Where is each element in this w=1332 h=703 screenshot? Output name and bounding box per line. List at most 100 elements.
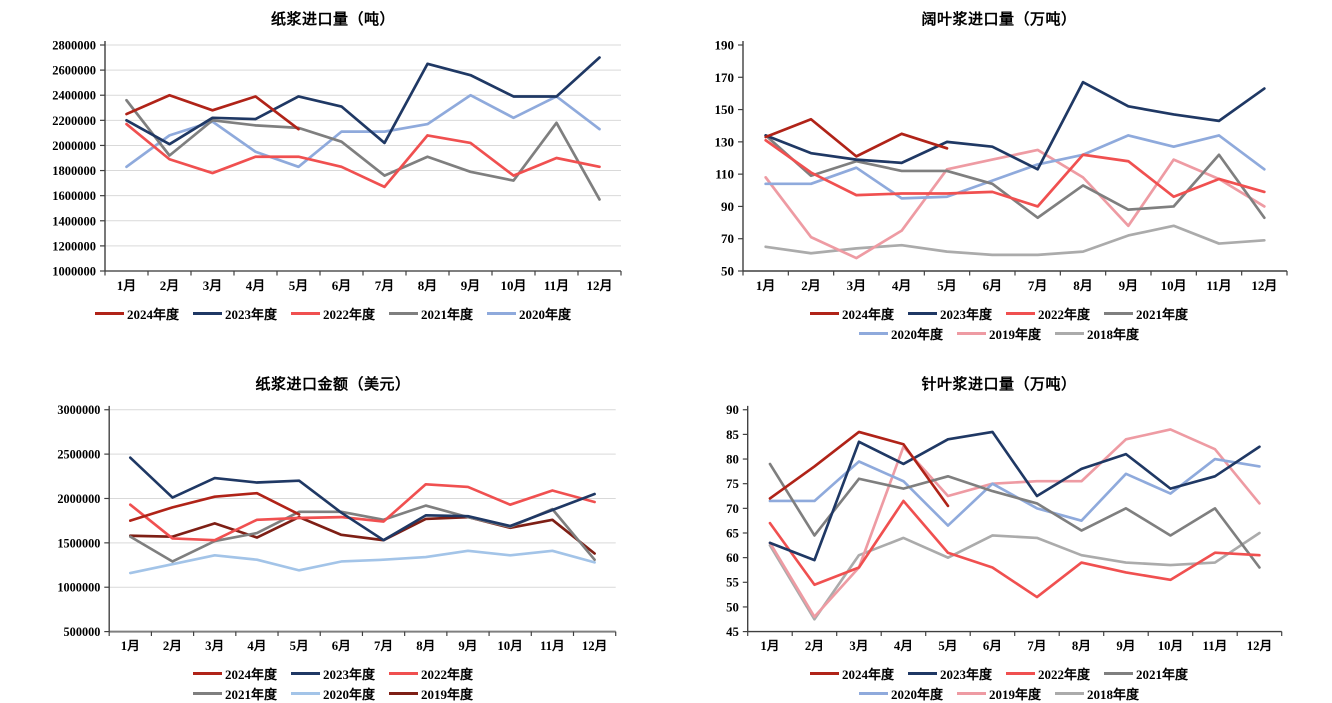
legend-line-swatch — [487, 311, 517, 315]
x-axis-label: 4月 — [894, 639, 913, 653]
legend-item-2023年度: 2023年度 — [290, 664, 375, 683]
x-axis-label: 3月 — [847, 278, 867, 293]
x-axis-label: 1月 — [760, 639, 779, 653]
x-axis-label: 2月 — [801, 278, 821, 293]
series-line-2020年度 — [128, 549, 596, 575]
legend-label: 2024年度 — [126, 306, 179, 322]
x-axis-label: 3月 — [205, 639, 224, 653]
x-axis-label: 2月 — [160, 278, 180, 293]
legend-label: 2019年度 — [988, 686, 1041, 702]
legend-label: 2019年度 — [421, 686, 474, 702]
legend-label: 2018年度 — [1087, 686, 1140, 702]
y-axis-label: 70 — [726, 502, 739, 516]
x-axis-label: 6月 — [332, 639, 351, 653]
y-axis-label: 150 — [715, 102, 735, 117]
series-line-2023年度 — [125, 56, 601, 146]
legend-label: 2021年度 — [224, 686, 277, 702]
legend-line-swatch — [290, 691, 320, 695]
x-axis-label: 10月 — [497, 639, 523, 653]
legend-line-swatch — [290, 671, 320, 675]
legend-item-2023年度: 2023年度 — [192, 304, 277, 323]
y-axis-label: 70 — [721, 231, 734, 246]
legend-label: 2023年度 — [939, 666, 992, 682]
x-axis-label: 9月 — [458, 639, 477, 653]
legend-item-2024年度: 2024年度 — [809, 664, 894, 683]
legend-item-2024年度: 2024年度 — [94, 304, 179, 323]
x-axis-label: 10月 — [1158, 639, 1184, 653]
y-axis-label: 2800000 — [52, 39, 96, 53]
y-axis-label: 65 — [726, 526, 739, 540]
y-axis-label: 190 — [715, 38, 735, 53]
series-line-2018年度 — [768, 531, 1261, 621]
chart-title: 阔叶浆进口量（万吨） — [921, 12, 1077, 28]
legend-label: 2022年度 — [1038, 306, 1091, 322]
legend-line-swatch — [809, 311, 839, 315]
legend-line-swatch — [956, 691, 986, 695]
x-axis-label: 2月 — [805, 639, 824, 653]
legend-line-swatch — [290, 311, 320, 315]
legend-item-2024年度: 2024年度 — [192, 664, 277, 683]
y-axis-label: 55 — [726, 576, 739, 590]
legend-item-2019年度: 2019年度 — [956, 684, 1041, 703]
chart-title: 纸浆进口量（吨） — [270, 12, 395, 28]
y-axis-label: 50 — [726, 600, 739, 614]
legend-label: 2022年度 — [322, 306, 375, 322]
chart-title: 针叶浆进口量（万吨） — [921, 377, 1077, 393]
x-axis-label: 5月 — [937, 278, 957, 293]
x-axis-label: 3月 — [203, 278, 223, 293]
y-axis-label: 1500000 — [57, 536, 100, 550]
legend-item-2020年度: 2020年度 — [290, 684, 375, 703]
x-axis-label: 10月 — [1161, 278, 1187, 293]
x-axis-label: 7月 — [1028, 278, 1048, 293]
line-chart-softwood-pulp-import-volume: 45 50 55 60 65 70 75 80 85 90 1月 2月 3月 4月 5月 6月 7月 8月 9月 10… — [726, 403, 1283, 653]
legend-line-swatch — [956, 331, 986, 335]
series-line-2023年度 — [768, 430, 1261, 562]
x-axis-label: 10月 — [500, 278, 526, 293]
x-axis-label: 3月 — [849, 639, 868, 653]
x-axis-label: 8月 — [1073, 278, 1093, 293]
legend-label: 2024年度 — [224, 666, 277, 682]
legend-line-swatch — [1104, 311, 1134, 315]
y-axis-label: 500000 — [64, 625, 101, 639]
legend-label: 2021年度 — [1136, 306, 1189, 322]
legend-item-2021年度: 2021年度 — [1104, 304, 1188, 323]
y-axis-label: 110 — [715, 167, 734, 182]
x-axis-label: 11月 — [1203, 639, 1228, 653]
series-line-2022年度 — [764, 138, 1266, 208]
x-axis-label: 4月 — [247, 639, 266, 653]
legend-line-swatch — [389, 671, 418, 675]
legend-row: 2021年度 2020年度 2019年度 — [186, 683, 480, 703]
panel-softwood-pulp-import-volume: 针叶浆进口量（万吨） 45 50 55 60 65 70 75 80 85 90 1月 2月 3月 4月 5… — [666, 365, 1332, 703]
series-line-2022年度 — [768, 499, 1261, 599]
x-axis-label: 4月 — [246, 278, 266, 293]
line-chart-pulp-import-value: 500000 1000000 1500000 2000000 2500000 300000… — [57, 403, 617, 653]
x-axis-label: 7月 — [1027, 639, 1046, 653]
series-line-2019年度 — [764, 148, 1266, 260]
chart-legend: 2024年度 2023年度 2022年度 2021年度 2020年度 2019年度 2018… — [803, 303, 1195, 343]
y-axis-label: 1000000 — [57, 581, 100, 595]
legend-item-2024年度: 2024年度 — [809, 304, 894, 323]
series-line-2021年度 — [764, 134, 1266, 220]
series-line-2020年度 — [125, 93, 601, 169]
legend-label: 2020年度 — [890, 686, 943, 702]
legend-label: 2018年度 — [1087, 326, 1140, 342]
x-axis-label: 8月 — [418, 278, 438, 293]
legend-label: 2022年度 — [1038, 666, 1091, 682]
legend-label: 2019年度 — [988, 326, 1041, 342]
legend-line-swatch — [907, 671, 937, 675]
x-axis-label: 11月 — [1206, 278, 1231, 293]
panel-pulp-import-value: 纸浆进口金额（美元） 500000 1000000 1500000 2000000 25… — [0, 365, 666, 703]
y-axis-label: 2000000 — [52, 139, 96, 153]
x-axis-label: 8月 — [1072, 639, 1091, 653]
legend-line-swatch — [1006, 671, 1035, 675]
panel-pulp-import-volume: 纸浆进口量（吨） 1000000 1200000 1400000 1600000 180… — [0, 0, 666, 365]
line-chart-hardwood-pulp-import-volume: 50 70 90 110 130 150 170 190 1月 2月 3月 4月 5月 6月 7月 8月 9月 1… — [715, 38, 1288, 293]
legend-row: 2024年度 2023年度 2022年度 2021年度 — [803, 303, 1195, 323]
x-axis-label: 2月 — [163, 639, 182, 653]
y-axis-label: 170 — [715, 70, 735, 85]
legend-row: 2024年度 2023年度 2022年度 — [186, 663, 480, 683]
series-line-2018年度 — [764, 224, 1266, 257]
series-line-2020年度 — [768, 457, 1261, 527]
x-axis-label: 4月 — [892, 278, 912, 293]
